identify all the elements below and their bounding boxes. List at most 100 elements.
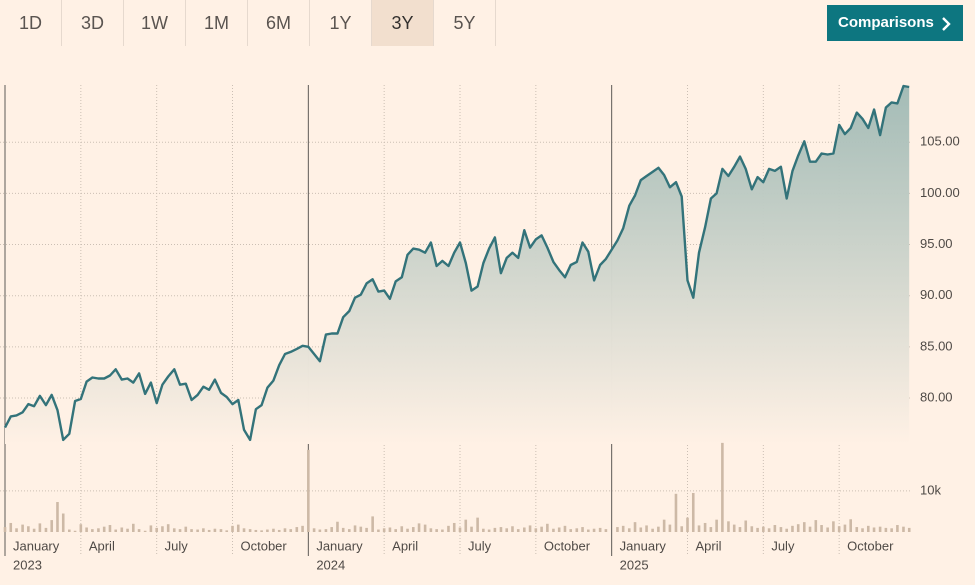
- x-year-label: 2025: [620, 557, 649, 572]
- x-tick-label: April: [696, 538, 722, 553]
- volume-bar: [598, 527, 602, 532]
- y-tick-label: 95.00: [920, 236, 953, 251]
- volume-bar: [581, 527, 584, 532]
- volume-bar: [417, 523, 421, 532]
- volume-bar: [85, 527, 88, 532]
- volume-bar: [324, 529, 328, 532]
- volume-bar: [470, 526, 473, 532]
- chevron-icon: [942, 17, 951, 31]
- volume-bar: [896, 525, 899, 532]
- volume-bar: [377, 529, 380, 532]
- volume-bar: [651, 528, 654, 532]
- volume-bar: [231, 525, 234, 532]
- volume-bar: [680, 526, 684, 532]
- volume-bar: [120, 527, 124, 532]
- volume-bar: [126, 528, 129, 532]
- x-tick-label: January: [316, 538, 363, 553]
- volume-bar: [132, 523, 135, 532]
- volume-bar: [272, 528, 275, 532]
- volume-bar: [802, 522, 806, 532]
- volume-bar: [423, 524, 427, 532]
- volume-bar: [347, 529, 351, 532]
- range-button[interactable]: 1Y: [310, 0, 372, 46]
- volume-bar: [79, 524, 83, 532]
- volume-bar: [645, 525, 648, 532]
- volume-bar: [534, 528, 538, 532]
- volume-bar: [907, 527, 911, 532]
- volume-bar: [796, 524, 800, 532]
- volume-bar: [190, 529, 193, 532]
- volume-bar: [849, 519, 852, 532]
- y-tick-label: 105.00: [920, 134, 960, 149]
- volume-bar: [411, 527, 415, 532]
- comparisons-button[interactable]: Comparisons: [827, 5, 963, 41]
- volume-bar: [318, 529, 322, 532]
- volume-bar: [353, 525, 357, 532]
- x-tick-label: July: [468, 538, 492, 553]
- volume-bar: [756, 527, 759, 532]
- volume-bar: [890, 528, 893, 532]
- volume-bar: [406, 528, 409, 532]
- volume-bar: [820, 525, 823, 532]
- volume-bar: [814, 520, 818, 532]
- volume-bar: [61, 513, 65, 532]
- x-tick-label: January: [620, 538, 667, 553]
- volume-bar: [464, 519, 468, 532]
- volume-bar: [3, 527, 7, 532]
- volume-bar: [9, 522, 13, 532]
- volume-bar: [487, 529, 491, 532]
- volume-bar: [697, 525, 701, 532]
- volume-bar: [248, 529, 252, 532]
- volume-bar: [872, 527, 876, 532]
- volume-bar: [587, 529, 590, 532]
- volume-bar: [301, 525, 304, 532]
- range-button[interactable]: 6M: [248, 0, 310, 46]
- volume-bar: [633, 522, 637, 532]
- comparisons-label: Comparisons: [838, 14, 934, 31]
- volume-bar: [767, 528, 771, 532]
- volume-bar: [441, 529, 444, 532]
- volume-bar: [97, 528, 100, 532]
- volume-bar: [330, 527, 333, 532]
- volume-bar: [44, 527, 48, 532]
- volume-bar: [336, 521, 339, 532]
- volume-bar: [400, 526, 404, 532]
- volume-bar: [307, 449, 310, 532]
- volume-bar: [639, 527, 643, 532]
- x-tick-label: July: [771, 538, 795, 553]
- range-button[interactable]: 3D: [62, 0, 124, 46]
- volume-bar: [511, 526, 514, 532]
- range-button[interactable]: 1W: [124, 0, 186, 46]
- volume-bar: [662, 519, 666, 532]
- range-button[interactable]: 3Y: [372, 0, 434, 46]
- volume-bar: [68, 529, 71, 532]
- y-tick-label: 80.00: [920, 389, 953, 404]
- volume-bar: [102, 526, 106, 532]
- x-tick-label: April: [392, 538, 418, 553]
- x-tick-label: July: [165, 538, 189, 553]
- volume-bar: [435, 529, 438, 532]
- volume-bar: [73, 530, 77, 532]
- range-button[interactable]: 1M: [186, 0, 248, 46]
- range-button[interactable]: 1D: [0, 0, 62, 46]
- range-button[interactable]: 5Y: [434, 0, 496, 46]
- volume-bar: [779, 527, 783, 532]
- volume-bar: [91, 529, 94, 532]
- volume-bar: [394, 529, 397, 532]
- volume-bar: [202, 528, 205, 532]
- volume-bar: [38, 523, 42, 532]
- volume-bar: [540, 526, 543, 532]
- volume-bar: [832, 521, 835, 532]
- volume-bar: [604, 529, 608, 532]
- volume-bar: [312, 528, 316, 532]
- x-tick-label: April: [89, 538, 115, 553]
- volume-bar: [266, 529, 269, 532]
- volume-bar: [482, 528, 485, 532]
- volume-bar: [155, 527, 158, 532]
- volume-bar: [861, 528, 864, 532]
- volume-bar: [137, 529, 141, 532]
- volume-bar: [476, 517, 479, 532]
- volume-bar: [108, 525, 112, 532]
- volume-bar: [207, 529, 211, 532]
- volume-bar: [826, 527, 829, 532]
